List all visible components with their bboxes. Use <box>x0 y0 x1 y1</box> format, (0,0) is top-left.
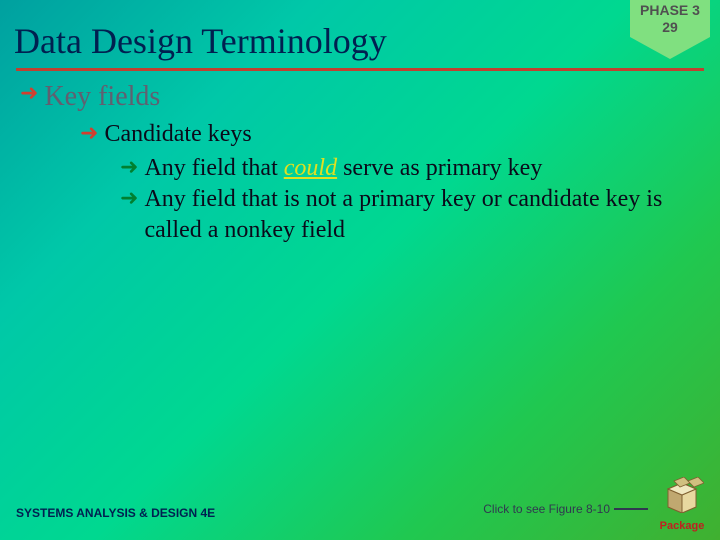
bullet-lvl3a-row: ➜ Any field that could serve as primary … <box>120 153 700 184</box>
package-icon <box>660 477 704 513</box>
arrow-icon: ➜ <box>20 79 38 108</box>
footer-left: SYSTEMS ANALYSIS & DESIGN 4E <box>16 506 215 520</box>
page-title: Data Design Terminology <box>0 0 720 68</box>
package-label: Package <box>652 520 712 532</box>
content: ➜ Key fields ➜ Candidate keys ➜ Any fiel… <box>0 71 720 246</box>
phase-number: 29 <box>630 19 710 36</box>
bullet-lvl1: Key fields <box>44 79 160 115</box>
phase-badge-rect: PHASE 3 29 <box>630 0 710 37</box>
bullet-lvl3a: Any field that could serve as primary ke… <box>144 153 542 184</box>
bullet-lvl2: Candidate keys <box>104 119 251 150</box>
bullet-lvl3a-post: serve as primary key <box>337 155 542 181</box>
footer-link-line <box>614 508 648 510</box>
arrow-icon: ➜ <box>120 184 138 213</box>
bullet-lvl2-row: ➜ Candidate keys <box>80 119 700 150</box>
bullet-lvl3b: Any field that is not a primary key or c… <box>144 184 700 246</box>
phase-badge: PHASE 3 29 <box>630 0 710 59</box>
bullet-lvl3b-row: ➜ Any field that is not a primary key or… <box>120 184 700 246</box>
bullet-lvl3a-emph: could <box>284 155 337 181</box>
footer-link-text[interactable]: Click to see Figure 8-10 <box>483 502 610 516</box>
bullet-lvl1-row: ➜ Key fields <box>20 79 700 115</box>
package-button[interactable]: Package <box>652 477 712 532</box>
phase-badge-arrow <box>630 37 710 59</box>
phase-label: PHASE 3 <box>630 2 710 19</box>
bullet-lvl3a-pre: Any field that <box>144 155 283 181</box>
arrow-icon: ➜ <box>80 119 98 148</box>
arrow-icon: ➜ <box>120 153 138 182</box>
